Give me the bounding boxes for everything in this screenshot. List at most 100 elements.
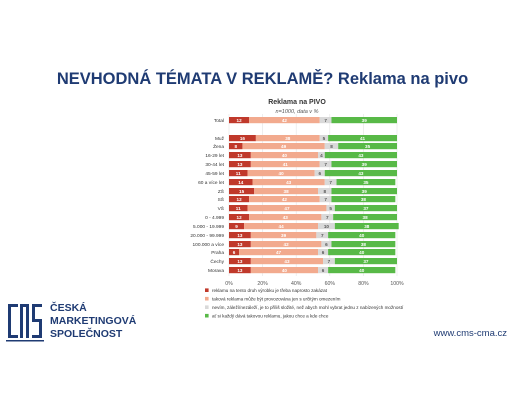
data-label: 13 [237, 233, 243, 238]
category-label: Muž [215, 136, 225, 142]
category-label: 100.000 a více [193, 242, 225, 248]
data-label: 7 [326, 215, 329, 220]
data-label: 7 [324, 197, 327, 202]
cms-logo-icon [6, 304, 44, 342]
bar-segment [229, 117, 250, 124]
bar-segment [318, 223, 335, 230]
data-label: 38 [361, 197, 367, 202]
data-label: 6 [233, 250, 236, 255]
bar-segment [247, 205, 327, 212]
legend: reklamu na tento druh výrobku je třeba n… [205, 288, 404, 319]
x-tick-label: 80% [358, 281, 369, 287]
data-label: 42 [282, 118, 288, 123]
x-axis-ticks: 0% 20% 40% 60% 80% 100% [225, 281, 404, 287]
data-label: 9 [235, 224, 238, 229]
bar-segment [242, 143, 325, 150]
bar-segment [247, 170, 315, 177]
category-label: Total [214, 118, 224, 124]
data-label: 11 [236, 206, 241, 211]
data-label: 39 [362, 118, 368, 123]
bar-segment [319, 161, 332, 168]
company-name: ČESKÁ MARKETINGOVÁ SPOLEČNOST [50, 302, 137, 340]
x-tick-label: 100% [390, 281, 404, 287]
data-label: 11 [236, 171, 241, 176]
website-url: www.cms-cma.cz [433, 328, 507, 339]
data-label: 7 [328, 259, 331, 264]
bar-segment [338, 143, 397, 150]
bar-segment [229, 196, 250, 203]
data-label: 42 [284, 242, 290, 247]
category-label: 16-29 let [205, 153, 224, 159]
bar-segment [319, 196, 332, 203]
data-label: 37 [363, 259, 369, 264]
data-label: 40 [359, 233, 365, 238]
data-label: 38 [364, 224, 370, 229]
legend-swatch [205, 313, 209, 318]
category-label: 20.000 - 99.999 [190, 233, 224, 239]
category-label: 30-44 let [205, 162, 224, 168]
x-tick-label: 40% [291, 281, 302, 287]
bar-segment [229, 267, 251, 274]
data-label: 44 [279, 224, 285, 229]
company-logo: ČESKÁ MARKETINGOVÁ SPOLEČNOST [6, 298, 156, 358]
category-label: Čechy [210, 258, 224, 265]
data-label: 39 [362, 162, 368, 167]
category-label: Žena [213, 142, 224, 150]
slide-title: NEVHODNÁ TÉMATA V REKLAMĚ? Reklama na pi… [56, 70, 469, 88]
data-label: 14 [238, 180, 244, 185]
data-label: 5 [329, 206, 332, 211]
data-label: 16 [240, 136, 246, 141]
bar-segment [229, 161, 251, 168]
x-tick-label: 60% [325, 281, 336, 287]
bars: 12 42 7 39 16 38 5 41 8 49 8 35 13 40 4 43 13 41 7 39 11 40 6 4… [229, 117, 399, 274]
data-label: 39 [281, 233, 287, 238]
bar-segment [328, 135, 397, 142]
data-label: 43 [286, 180, 292, 185]
data-label: 43 [284, 259, 290, 264]
legend-label: ať si každý dává takovou reklamu, jakou … [212, 314, 329, 319]
bar-segment [333, 214, 397, 221]
bar-segment [229, 223, 245, 230]
data-label: 7 [324, 118, 327, 123]
data-label: 4 [320, 153, 323, 158]
bar-segment [229, 135, 256, 142]
bar-segment [334, 223, 399, 230]
data-label: 13 [237, 268, 243, 273]
data-label: 38 [284, 189, 290, 194]
data-label: 37 [363, 206, 369, 211]
data-label: 41 [360, 136, 366, 141]
data-label: 39 [362, 189, 368, 194]
category-label: Morava [208, 268, 224, 274]
bar-segment [318, 267, 329, 274]
data-label: 40 [279, 171, 285, 176]
data-label: 12 [237, 118, 243, 123]
category-label: Praha [211, 250, 224, 256]
data-label: 12 [237, 197, 243, 202]
chart-title: Reklama na PIVO [268, 99, 326, 106]
data-label: 43 [283, 215, 289, 220]
bar-segment [229, 188, 255, 195]
bar-segment [229, 258, 251, 265]
bar-segment [331, 196, 396, 203]
data-label: 6 [322, 250, 325, 255]
data-label: 35 [365, 144, 371, 149]
data-label: 40 [359, 250, 365, 255]
bar-segment [229, 152, 251, 159]
category-label: 60 a více let [198, 180, 225, 186]
bar-segment [250, 232, 317, 239]
legend-swatch [205, 296, 209, 301]
data-label: 38 [363, 215, 369, 220]
bar-segment [239, 249, 319, 256]
bar-segment [321, 241, 332, 248]
bar-segment [314, 170, 325, 177]
data-label: 13 [237, 162, 243, 167]
data-label: 43 [358, 153, 364, 158]
bar-segment [250, 152, 319, 159]
bar-segment [331, 188, 397, 195]
bar-segment [334, 258, 397, 265]
bar-segment [318, 152, 325, 159]
data-label: 8 [330, 144, 333, 149]
bar-segment [323, 258, 335, 265]
data-label: 38 [361, 242, 367, 247]
